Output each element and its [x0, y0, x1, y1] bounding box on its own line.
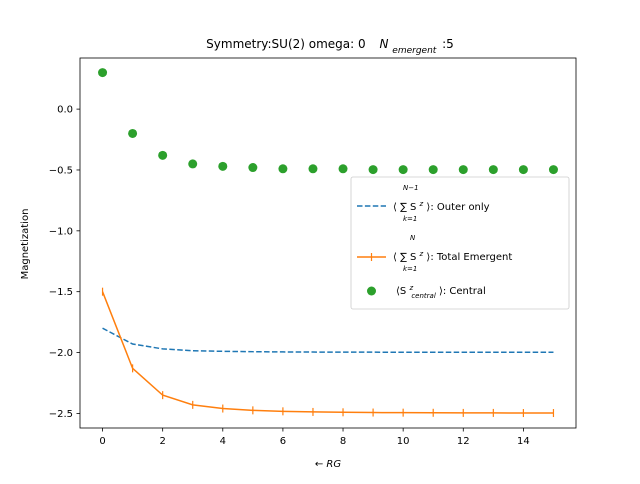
point-central-14: [518, 165, 528, 175]
y-tick-label-5: −2.5: [49, 409, 73, 420]
x-tick-label-4: 4: [220, 436, 226, 447]
y-tick-label-2: −1.0: [49, 226, 73, 237]
point-central-4: [218, 161, 228, 171]
y-tick-label-0: 0.0: [57, 105, 73, 116]
legend-label-outer-only: ⟨ ∑ S z ⟩: Outer only: [393, 200, 490, 213]
point-central-13: [488, 165, 498, 175]
legend-total-sum-bottom: k=1: [403, 265, 417, 273]
legend-outer-prefix: ⟨ ∑ S: [393, 202, 416, 213]
point-central-1: [128, 128, 138, 138]
y-axis-label: Magnetization: [20, 209, 31, 280]
point-central-3: [188, 159, 198, 169]
legend-central-suffix: ⟩: Central: [439, 286, 486, 297]
axes-frame: [79, 57, 577, 429]
point-central-15: [548, 165, 558, 175]
point-central-9: [368, 165, 378, 175]
point-central-10: [398, 165, 408, 175]
x-tick-label-14: 14: [517, 436, 530, 447]
legend-box: [350, 176, 570, 310]
chart-title-value: :5: [442, 37, 454, 51]
legend-total-suffix: ⟩: Total Emergent: [426, 252, 512, 263]
point-central-0: [98, 68, 108, 78]
series-line-total-emergent: [101, 291, 554, 414]
x-tick-label-8: 8: [340, 436, 346, 447]
x-tick-label-0: 0: [99, 436, 105, 447]
x-axis-label: ← RG: [315, 459, 342, 470]
y-tick-label-3: −1.5: [49, 287, 73, 298]
legend: ⟨ ∑ S z ⟩: Outer only N−1 k=1 ⟨ ∑ S z ⟩:…: [350, 176, 570, 310]
plot-area: [98, 68, 558, 418]
legend-central-prefix: ⟨S: [396, 286, 406, 297]
x-tick-label-12: 12: [457, 436, 470, 447]
x-tick-label-6: 6: [280, 436, 286, 447]
legend-label-central: ⟨S z central ⟩: Central: [396, 284, 486, 300]
legend-total-sum-top: N: [410, 234, 416, 242]
point-central-5: [248, 163, 258, 173]
x-axis: 0 2 4 6 8 10 12 14: [99, 428, 530, 447]
point-central-2: [158, 150, 168, 160]
point-central-12: [458, 165, 468, 175]
y-tick-label-4: −2.0: [49, 348, 73, 359]
legend-outer-suffix: ⟩: Outer only: [426, 202, 489, 213]
y-axis: 0.0 −0.5 −1.0 −1.5 −2.0 −2.5: [49, 105, 80, 420]
legend-total-prefix: ⟨ ∑ S: [393, 252, 416, 263]
legend-outer-sum-top: N−1: [403, 184, 419, 192]
point-central-8: [338, 164, 348, 174]
legend-outer-sum-bottom: k=1: [403, 215, 417, 223]
x-tick-label-2: 2: [159, 436, 165, 447]
point-central-11: [428, 165, 438, 175]
chart-title-main: Symmetry:SU(2) omega: 0: [206, 37, 365, 51]
chart-title: Symmetry:SU(2) omega: 0 N emergent :5: [206, 37, 454, 56]
legend-central-sub: central: [411, 292, 436, 300]
chart-title-subscript: emergent: [392, 46, 436, 56]
point-central-7: [308, 164, 318, 174]
point-central-6: [278, 164, 288, 174]
y-tick-label-1: −0.5: [49, 165, 73, 176]
legend-marker-central: [367, 286, 376, 296]
legend-label-total-emergent: ⟨ ∑ S z ⟩: Total Emergent: [393, 250, 512, 263]
x-tick-label-10: 10: [397, 436, 410, 447]
series-line-outer-only: [102, 327, 554, 354]
chart-title-symbol: N: [379, 37, 388, 51]
